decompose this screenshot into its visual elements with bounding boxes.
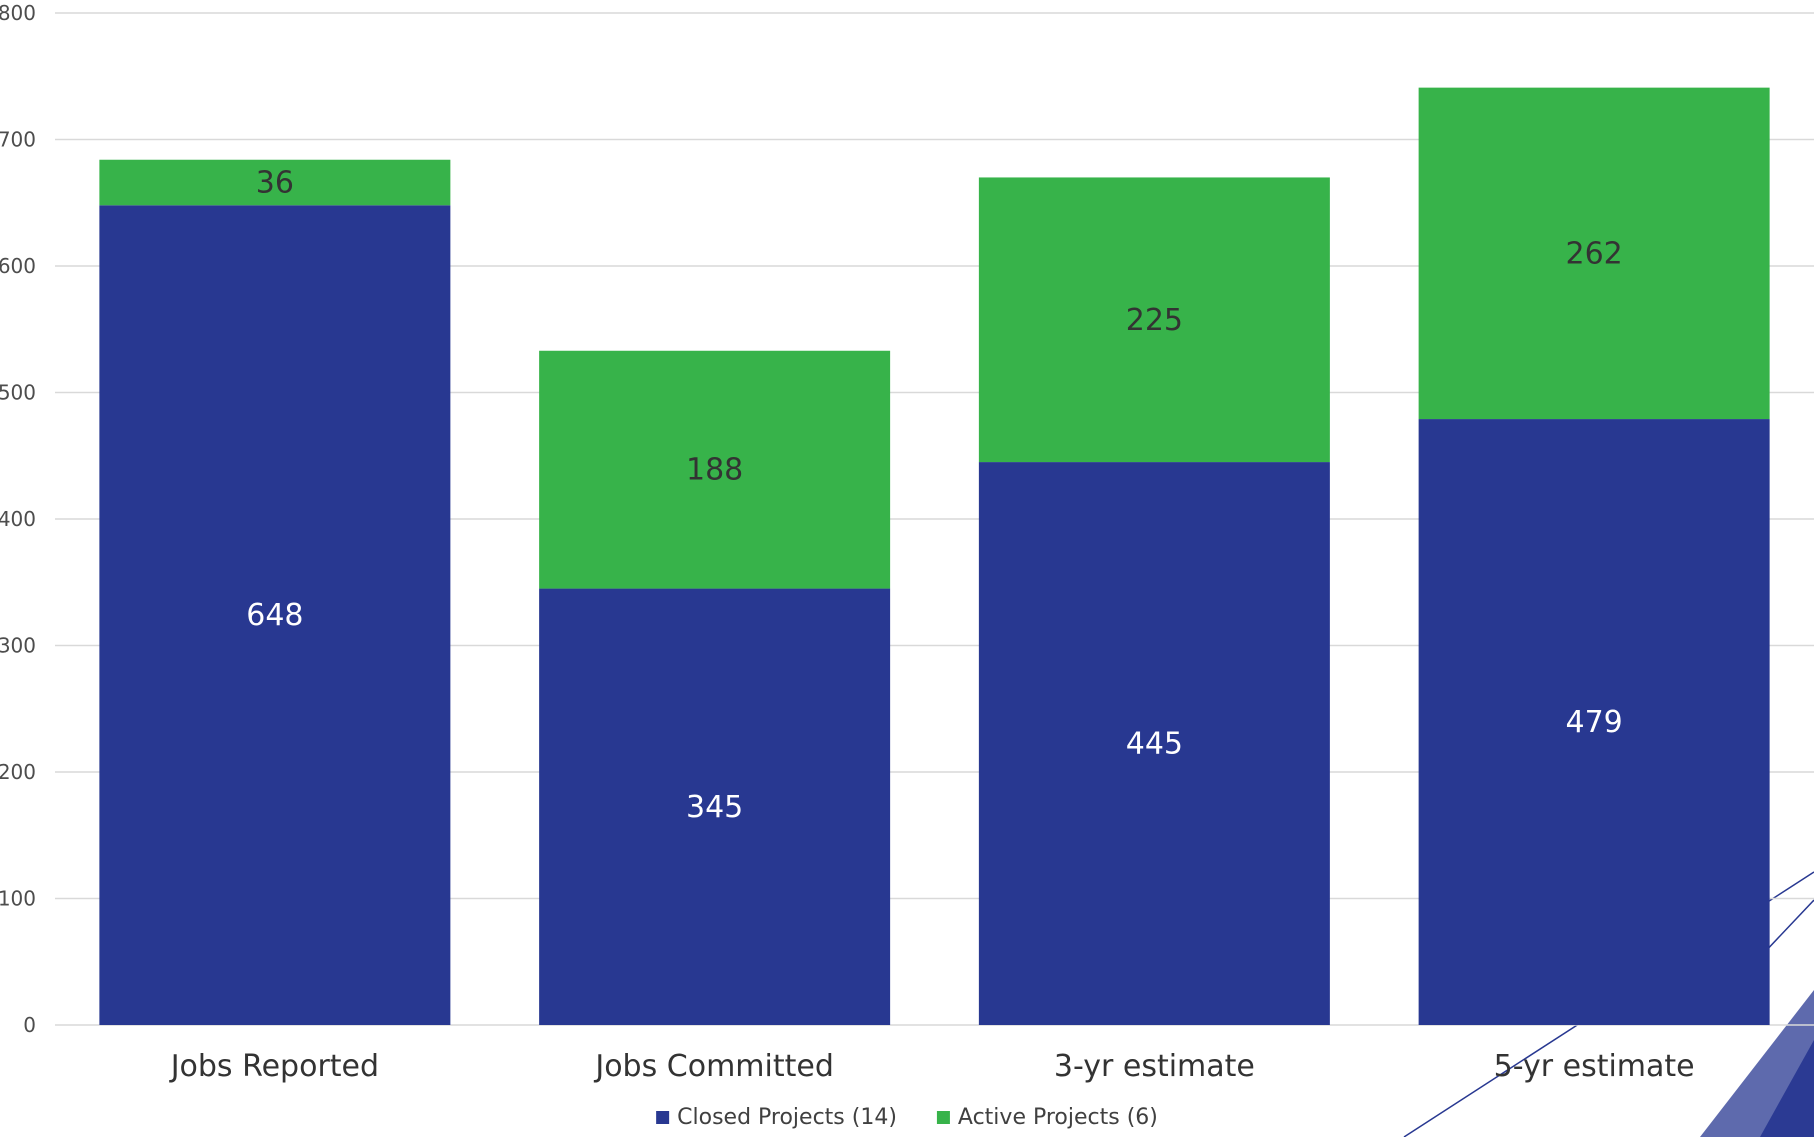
data-label: 262 bbox=[1565, 236, 1622, 271]
legend-item: Active Projects (6) bbox=[936, 1105, 1158, 1130]
legend-swatch bbox=[656, 1111, 670, 1124]
x-tick-label: 3-yr estimate bbox=[1054, 1049, 1255, 1084]
bar-segment-active bbox=[539, 350, 891, 589]
data-label: 188 bbox=[686, 453, 743, 488]
bar-segment-active bbox=[99, 159, 451, 206]
bar-segment-closed bbox=[539, 588, 891, 1025]
y-tick-label: 400 bbox=[0, 507, 36, 531]
x-tick-label: 5-yr estimate bbox=[1494, 1049, 1695, 1084]
x-axis-labels: Jobs Reported Jobs Committed 3-yr estimate… bbox=[169, 1049, 1695, 1084]
y-tick-label: 300 bbox=[0, 634, 36, 658]
y-tick-label: 0 bbox=[23, 1013, 36, 1037]
bar-segment-closed bbox=[1418, 419, 1770, 1025]
data-label: 479 bbox=[1565, 705, 1622, 740]
y-axis-ticks: 0 100 200 300 400 500 600 700 800 bbox=[0, 1, 36, 1037]
data-label: 36 bbox=[256, 166, 294, 201]
data-labels: 648 36 345 188 445 225 479 262 bbox=[246, 166, 1623, 825]
data-label: 225 bbox=[1126, 303, 1183, 338]
legend: Closed Projects (14) Active Projects (6) bbox=[656, 1105, 1158, 1130]
bar-segment-active bbox=[978, 177, 1330, 463]
y-tick-label: 600 bbox=[0, 254, 36, 278]
y-tick-label: 500 bbox=[0, 381, 36, 405]
decor-line bbox=[1761, 899, 1814, 956]
x-tick-label: Jobs Reported bbox=[169, 1049, 379, 1084]
x-tick-label: Jobs Committed bbox=[593, 1049, 834, 1084]
legend-label: Closed Projects (14) bbox=[677, 1105, 897, 1130]
data-label: 445 bbox=[1126, 727, 1183, 762]
legend-item: Closed Projects (14) bbox=[656, 1105, 897, 1130]
decor-triangle bbox=[1760, 1040, 1814, 1137]
data-label: 648 bbox=[246, 598, 303, 633]
y-tick-label: 700 bbox=[0, 128, 36, 152]
bars bbox=[99, 87, 1770, 1025]
y-tick-label: 800 bbox=[0, 1, 36, 25]
data-label: 345 bbox=[686, 790, 743, 825]
legend-label: Active Projects (6) bbox=[958, 1105, 1158, 1130]
y-tick-label: 200 bbox=[0, 760, 36, 784]
legend-swatch bbox=[936, 1111, 950, 1124]
bar-segment-closed bbox=[99, 205, 451, 1025]
y-tick-label: 100 bbox=[0, 887, 36, 911]
bar-segment-active bbox=[1418, 87, 1770, 420]
bar-segment-closed bbox=[978, 462, 1330, 1025]
